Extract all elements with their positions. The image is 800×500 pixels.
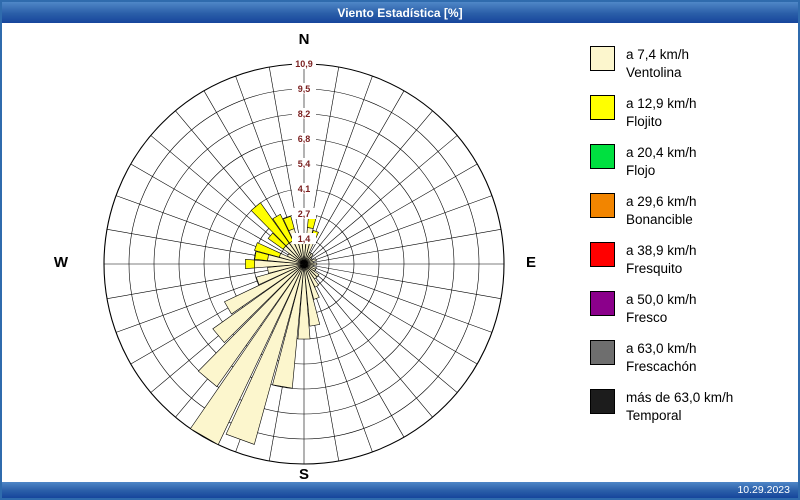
legend-swatch	[590, 340, 615, 365]
legend-class-name: Fresco	[626, 310, 668, 325]
legend-item: a 12,9 km/h Flojito	[590, 95, 733, 131]
window-title: Viento Estadística [%]	[337, 5, 463, 20]
legend-swatch	[590, 389, 615, 414]
legend: a 7,4 km/h Ventolina a 12,9 km/h Flojito a 2…	[590, 46, 733, 425]
legend-class-name: Temporal	[626, 408, 682, 423]
legend-speed-label: a 50,0 km/h	[626, 292, 697, 307]
legend-speed-label: más de 63,0 km/h	[626, 390, 734, 405]
legend-swatch	[590, 242, 615, 267]
legend-speed-label: a 63,0 km/h	[626, 341, 697, 356]
compass-label-west: W	[53, 254, 69, 271]
legend-class-name: Bonancible	[626, 212, 693, 227]
legend-class-name: Fresquito	[626, 261, 683, 276]
legend-class-name: Flojo	[626, 163, 656, 178]
bottom-bar: 10.29.2023	[2, 482, 798, 498]
legend-item: a 29,6 km/h Bonancible	[590, 193, 733, 229]
legend-item: a 7,4 km/h Ventolina	[590, 46, 733, 82]
date-label: 10.29.2023	[737, 484, 790, 496]
svg-text:6,8: 6,8	[298, 134, 311, 144]
legend-item: a 63,0 km/h Frescachón	[590, 340, 733, 376]
svg-text:2,7: 2,7	[298, 209, 311, 219]
legend-swatch	[590, 95, 615, 120]
legend-class-name: Ventolina	[626, 65, 682, 80]
legend-speed-label: a 29,6 km/h	[626, 194, 697, 209]
legend-speed-label: a 38,9 km/h	[626, 243, 697, 258]
svg-text:5,4: 5,4	[298, 159, 311, 169]
legend-speed-label: a 12,9 km/h	[626, 96, 697, 111]
title-bar: Viento Estadística [%]	[2, 2, 798, 23]
legend-speed-label: a 7,4 km/h	[626, 47, 690, 62]
legend-item: más de 63,0 km/h Temporal	[590, 389, 733, 425]
svg-text:8,2: 8,2	[298, 109, 311, 119]
legend-swatch	[590, 291, 615, 316]
legend-speed-label: a 20,4 km/h	[626, 145, 697, 160]
legend-item: a 20,4 km/h Flojo	[590, 144, 733, 180]
legend-item: a 38,9 km/h Fresquito	[590, 242, 733, 278]
compass-label-north: N	[298, 31, 310, 48]
svg-text:10,9: 10,9	[295, 59, 313, 69]
svg-text:1,4: 1,4	[298, 234, 311, 244]
compass-label-south: S	[298, 466, 309, 483]
legend-item: a 50,0 km/h Fresco	[590, 291, 733, 327]
wind-rose-svg: 1,4 2,7 4,1 5,4 6,8 8,2 9,5 10,9	[103, 58, 505, 465]
legend-swatch	[590, 193, 615, 218]
legend-class-name: Flojito	[626, 114, 663, 129]
legend-swatch	[590, 46, 615, 71]
svg-text:4,1: 4,1	[298, 184, 311, 194]
legend-swatch	[590, 144, 615, 169]
legend-class-name: Frescachón	[626, 359, 697, 374]
svg-text:9,5: 9,5	[298, 84, 311, 94]
compass-label-east: E	[525, 254, 536, 271]
